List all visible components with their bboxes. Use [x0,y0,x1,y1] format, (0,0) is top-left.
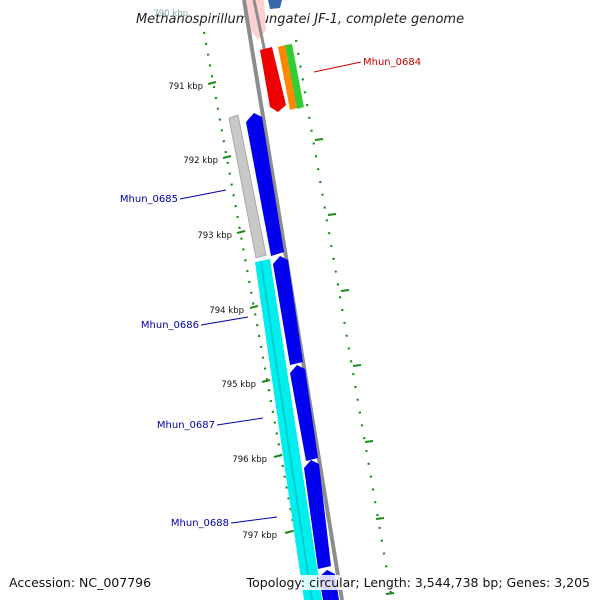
grey-gene-track[interactable] [228,114,267,259]
gene-label-mhun-0687[interactable]: Mhun_0687 [157,420,215,431]
tick-label-796: 796 kbp [232,455,267,465]
tick-label-791: 791 kbp [168,82,203,92]
red-gene[interactable] [260,47,286,112]
gene-label-mhun-0688[interactable]: Mhun_0688 [171,518,229,529]
gene-label-mhun-0684[interactable]: Mhun_0684 [363,57,421,68]
cds-arrow-mhun-0685[interactable] [246,113,284,256]
cds-arrow-mhun-0687[interactable] [290,365,318,461]
orange-gene[interactable] [278,45,297,110]
green-gene[interactable] [285,44,304,109]
cyan-gene-track[interactable] [255,259,322,600]
gene-label-mhun-0686[interactable]: Mhun_0686 [141,320,199,331]
genome-title: Methanospirillum hungatei JF-1, complete… [136,12,464,27]
tick-label-792: 792 kbp [183,156,218,166]
cds-arrow-mhun-0686[interactable] [273,256,303,365]
tick-label-797: 797 kbp [242,531,277,541]
outer-tick-track [294,39,394,600]
cds-arrow-mhun-0688[interactable] [304,460,331,569]
gene-label-mhun-0685[interactable]: Mhun_0685 [120,194,178,205]
top-blue-fragment[interactable] [268,0,282,9]
tick-label-790: 790 kbp [153,9,188,19]
genome-summary-text: Topology: circular; Length: 3,544,738 bp… [246,575,590,590]
accession-text: Accession: NC_007796 [9,575,152,590]
tick-label-795: 795 kbp [221,380,256,390]
tick-label-794: 794 kbp [209,306,244,316]
major-ticks [207,81,395,595]
tick-label-793: 793 kbp [197,231,232,241]
